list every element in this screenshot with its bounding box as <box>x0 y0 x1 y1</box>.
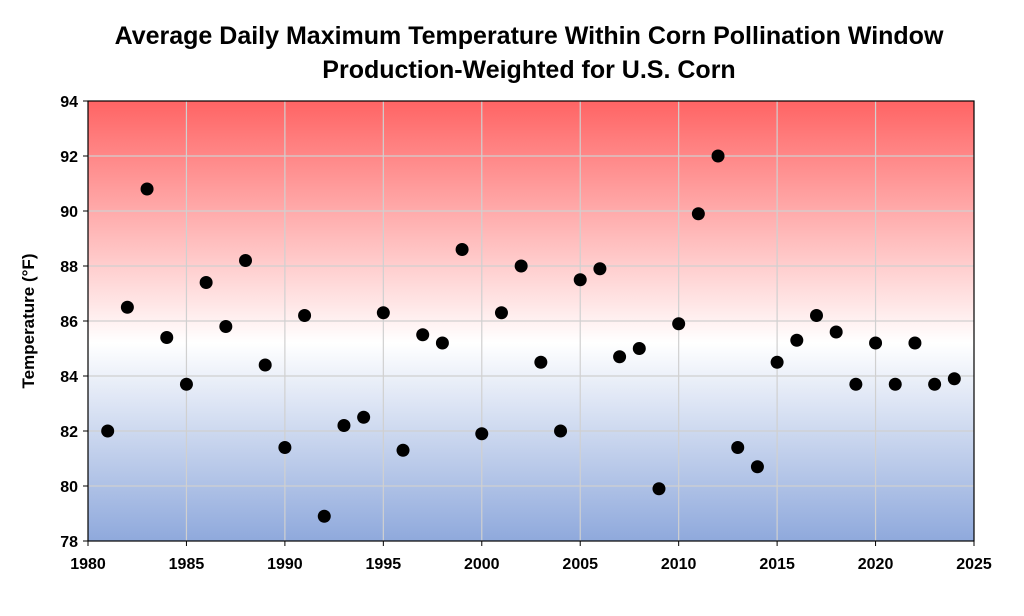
chart-subtitle: Production-Weighted for U.S. Corn <box>322 56 735 84</box>
x-tick-label: 2000 <box>464 556 500 573</box>
data-point <box>554 424 568 438</box>
data-point <box>691 207 705 221</box>
x-axis-ticks: 1980 1985 1990 1995 2000 2005 2010 2015 2020 2025 <box>70 541 992 573</box>
data-point <box>258 358 272 372</box>
data-point <box>219 320 233 333</box>
data-point <box>632 342 646 355</box>
data-point <box>140 182 154 196</box>
y-tick-label: 94 <box>60 94 78 111</box>
data-point <box>809 309 823 322</box>
gridlines <box>88 101 974 541</box>
data-point <box>711 149 725 163</box>
data-point <box>652 482 666 496</box>
data-point <box>849 377 863 391</box>
x-tick-label: 2010 <box>661 556 697 573</box>
y-axis-label: Temperature (°F) <box>19 254 38 389</box>
x-tick-label: 2015 <box>759 556 795 573</box>
data-point <box>416 328 430 342</box>
y-axis-ticks: 78 80 82 84 86 88 90 92 94 <box>60 94 88 551</box>
x-tick-label: 1990 <box>267 556 303 573</box>
y-tick-label: 86 <box>60 314 78 331</box>
data-point <box>160 331 174 344</box>
data-point <box>672 317 686 331</box>
data-point <box>790 333 804 347</box>
x-tick-label: 2005 <box>562 556 598 573</box>
data-point <box>947 372 961 386</box>
data-point <box>120 300 134 314</box>
data-point <box>101 424 115 438</box>
y-tick-label: 78 <box>60 534 78 551</box>
data-point <box>908 336 922 350</box>
data-point <box>750 460 764 474</box>
x-tick-label: 1980 <box>70 556 106 573</box>
data-point <box>888 377 902 391</box>
data-point <box>298 309 312 322</box>
y-tick-label: 88 <box>60 259 78 276</box>
data-point <box>869 336 883 350</box>
data-point <box>593 262 607 276</box>
data-points <box>101 149 961 523</box>
chart-title: Average Daily Maximum Temperature Within… <box>115 22 944 50</box>
data-point <box>770 355 784 369</box>
data-point <box>376 306 390 320</box>
data-point <box>396 443 410 457</box>
data-point <box>435 336 449 350</box>
data-point <box>928 377 942 391</box>
data-point <box>829 325 843 339</box>
y-tick-label: 90 <box>60 204 78 221</box>
x-tick-label: 2020 <box>858 556 894 573</box>
data-point <box>317 509 331 523</box>
data-point <box>337 419 351 432</box>
data-point <box>278 441 292 454</box>
x-tick-label: 1995 <box>366 556 402 573</box>
y-tick-label: 84 <box>60 369 78 386</box>
data-point <box>199 276 213 289</box>
data-point <box>475 427 489 441</box>
y-tick-label: 92 <box>60 149 78 166</box>
data-point <box>494 306 508 320</box>
data-point <box>731 441 745 454</box>
x-tick-label: 2025 <box>956 556 992 573</box>
y-tick-label: 82 <box>60 424 78 441</box>
x-tick-label: 1985 <box>169 556 205 573</box>
data-point <box>573 273 587 287</box>
data-point <box>613 350 627 364</box>
data-point <box>534 355 548 369</box>
data-point <box>239 254 253 267</box>
y-tick-label: 80 <box>60 479 78 496</box>
data-point <box>179 377 193 391</box>
data-point <box>455 243 469 256</box>
data-point <box>514 259 528 273</box>
data-point <box>357 410 371 424</box>
